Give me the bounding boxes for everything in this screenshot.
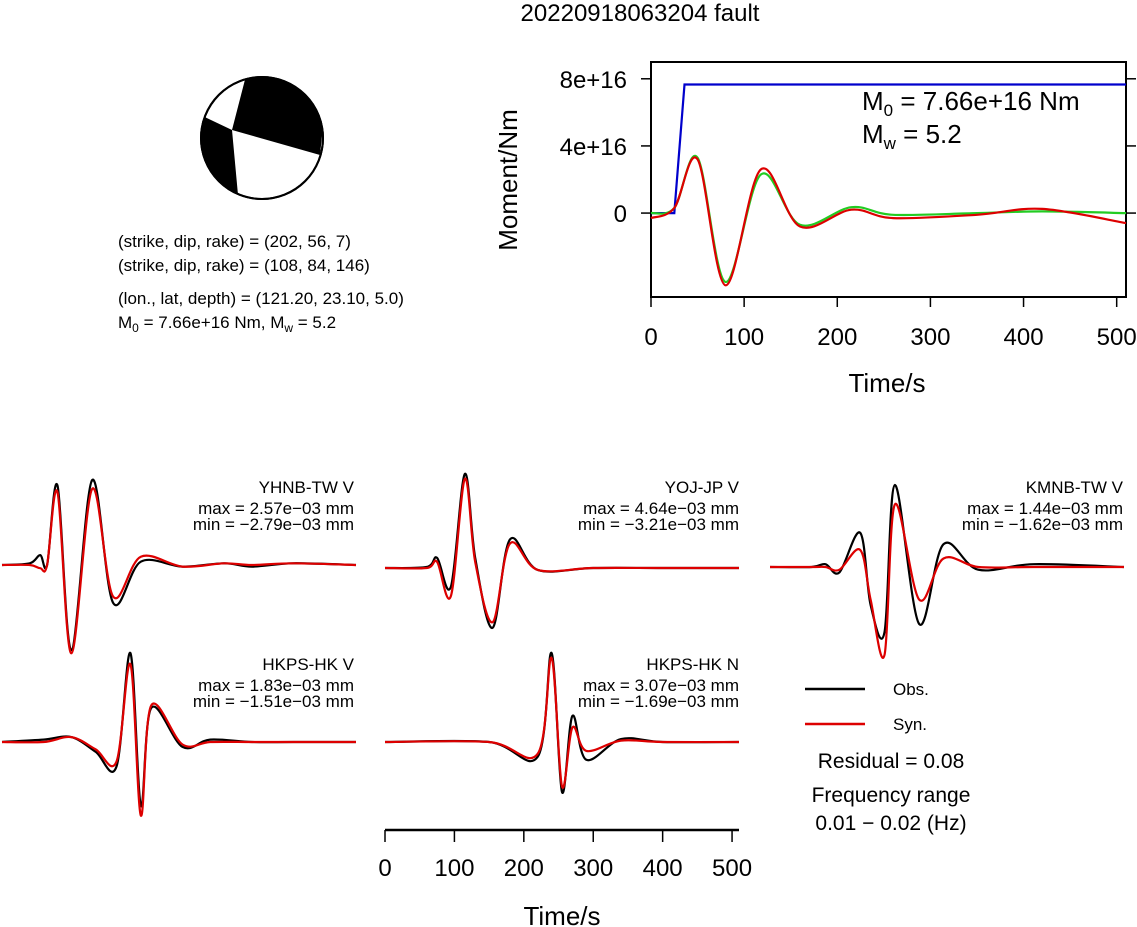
moment-mw-annotation: Mw = 5.2	[862, 119, 962, 153]
m0-label-prefix: M	[862, 86, 884, 116]
station-label: YHNB-TW V	[259, 478, 355, 497]
nodal-plane-2: (strike, dip, rake) = (108, 84, 146)	[118, 256, 370, 275]
moment-y-axis-label: Moment/Nm	[493, 109, 523, 251]
moment-y-tick-label: 4e+16	[560, 134, 627, 161]
waveform-time-axis: 0 100 200 300 400 500 Time/s	[378, 828, 752, 927]
moment-x-tick-label: 400	[1004, 324, 1044, 351]
station-min-amplitude: min = −3.21e−03 mm	[578, 515, 739, 534]
synthetic-waveform	[384, 656, 740, 789]
station-min-amplitude: min = −2.79e−03 mm	[193, 515, 354, 534]
waveform-x-axis-label: Time/s	[523, 901, 600, 927]
mw-rest: = 5.2	[293, 313, 336, 332]
waveform-x-tick-label: 300	[573, 855, 613, 882]
frequency-range-value: 0.01 − 0.02 (Hz)	[815, 812, 966, 835]
station-max-amplitude: max = 2.57e−03 mm	[198, 499, 354, 518]
station-label: YOJ-JP V	[665, 478, 740, 497]
moment-x-tick-label: 500	[1097, 324, 1137, 351]
station-min-amplitude: min = −1.69e−03 mm	[578, 692, 739, 711]
waveform-x-tick-label: 400	[643, 855, 683, 882]
observed-waveform	[384, 651, 740, 794]
waveform-x-ticks: 0 100 200 300 400 500	[378, 830, 752, 882]
legend-syn-label: Syn.	[893, 715, 927, 734]
m0-prefix: M	[118, 313, 132, 332]
station-label: HKPS-HK V	[262, 655, 354, 674]
source-info: (strike, dip, rake) = (202, 56, 7) (stri…	[118, 232, 404, 335]
moment-x-tick-label: 200	[817, 324, 857, 351]
moment-rate-panel: 0 4e+16 8e+16 0 100 200 300 400 500 Moment/Nm T…	[493, 61, 1137, 398]
legend-obs-label: Obs.	[893, 680, 929, 699]
moment-y-tick-label: 0	[614, 201, 627, 228]
station-min-amplitude: min = −1.51e−03 mm	[193, 692, 354, 711]
residual-value: Residual = 0.08	[818, 750, 965, 773]
station-max-amplitude: max = 1.44e−03 mm	[967, 499, 1123, 518]
moment-x-ticks: 0 100 200 300 400 500	[644, 297, 1137, 351]
moment-x-tick-label: 300	[910, 324, 950, 351]
station-max-amplitude: max = 4.64e−03 mm	[583, 499, 739, 518]
m0-rest: = 7.66e+16 Nm, M	[139, 313, 285, 332]
m0-sub: 0	[132, 321, 139, 335]
moment-rate-line-2	[650, 156, 1127, 287]
moment-x-tick-label: 100	[724, 324, 764, 351]
moment-x-axis-label: Time/s	[848, 368, 925, 398]
moment-y-ticks: 0 4e+16 8e+16	[560, 67, 1136, 228]
mw-label-sub: w	[883, 134, 897, 153]
moment-magnitude-line: M0 = 7.66e+16 Nm, Mw = 5.2	[118, 313, 336, 335]
synthetic-waveform	[384, 477, 739, 624]
mw-label-prefix: M	[862, 119, 884, 149]
synthetic-waveform	[1, 663, 356, 817]
station-label: HKPS-HK N	[646, 655, 739, 674]
waveform-x-tick-label: 200	[504, 855, 544, 882]
moment-m0-annotation: M0 = 7.66e+16 Nm	[862, 86, 1080, 120]
nodal-plane-1: (strike, dip, rake) = (202, 56, 7)	[118, 232, 351, 251]
m0-label-sub: 0	[884, 101, 893, 120]
focal-mechanism-beachball	[200, 76, 324, 200]
mw-label-rest: = 5.2	[896, 119, 962, 149]
waveform-x-tick-label: 100	[434, 855, 474, 882]
frequency-range-title: Frequency range	[812, 784, 971, 807]
m0-label-rest: = 7.66e+16 Nm	[893, 86, 1079, 116]
moment-rate-line-1	[650, 154, 1127, 284]
station-max-amplitude: max = 1.83e−03 mm	[198, 676, 354, 695]
hypocenter-location: (lon., lat, depth) = (121.20, 23.10, 5.0…	[118, 289, 404, 308]
synthetic-waveform	[770, 503, 1124, 659]
moment-plot-frame	[650, 61, 1127, 298]
figure-title: 20220918063204 fault	[521, 0, 760, 27]
waveform-x-tick-label: 500	[712, 855, 752, 882]
synthetic-waveform	[1, 487, 357, 655]
station-min-amplitude: min = −1.62e−03 mm	[962, 515, 1123, 534]
waveform-legend: Obs. Syn. Residual = 0.08 Frequency rang…	[805, 680, 970, 835]
mw-sub: w	[283, 321, 293, 335]
station-max-amplitude: max = 3.07e−03 mm	[583, 676, 739, 695]
moment-series-group	[650, 83, 1127, 287]
moment-x-tick-label: 0	[644, 324, 657, 351]
station-label: KMNB-TW V	[1026, 478, 1124, 497]
moment-y-tick-label: 8e+16	[560, 67, 627, 94]
waveform-x-tick-label: 0	[378, 855, 391, 882]
